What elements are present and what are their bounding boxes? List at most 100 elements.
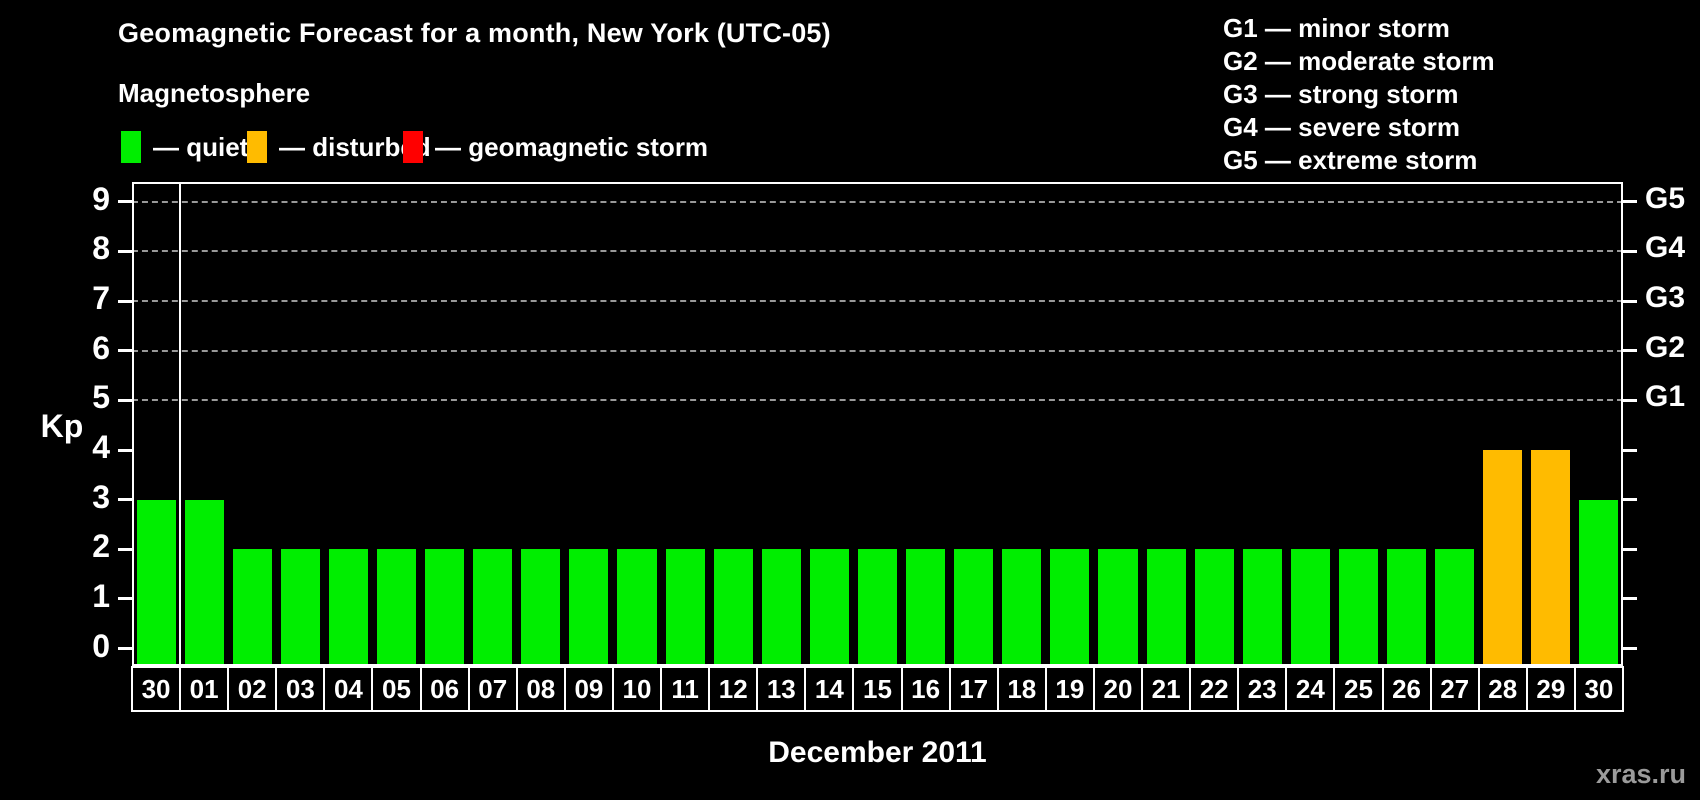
bar-day-08 (521, 549, 561, 666)
y-axis-tick-left (118, 398, 132, 402)
x-tick-label: 27 (1429, 666, 1480, 712)
bar-day-22 (1194, 549, 1234, 666)
y-axis-tick-left (118, 249, 132, 253)
bar-day-25 (1338, 549, 1378, 666)
month-separator-line (179, 182, 182, 666)
bar-day-14 (809, 549, 849, 666)
y-axis-tick-right (1623, 249, 1637, 253)
y-axis-tick-right (1623, 448, 1637, 452)
gridline-kp6 (132, 349, 1623, 352)
y-axis-tick-left (118, 498, 132, 502)
y-tick-label: 1 (92, 577, 110, 614)
x-tick-label: 30 (131, 666, 182, 712)
bar-day-11 (665, 549, 705, 666)
bar-day-20 (1098, 549, 1138, 666)
bar-day-17 (954, 549, 994, 666)
y-tick-label: 6 (92, 329, 110, 366)
bar-day-06 (425, 549, 465, 666)
x-tick-label: 08 (515, 666, 566, 712)
y-axis-tick-left (118, 299, 132, 303)
g-scale-tick-label: G1 (1645, 380, 1686, 414)
x-tick-label: 19 (1044, 666, 1095, 712)
g-scale-legend-line: G3 — strong storm (1223, 79, 1459, 109)
gridline-kp7 (132, 300, 1623, 303)
y-axis-tick-right (1623, 299, 1637, 303)
y-axis-tick-right (1623, 498, 1637, 502)
x-tick-label: 25 (1333, 666, 1384, 712)
x-tick-label: 10 (611, 666, 663, 712)
bar-day-30 (136, 499, 176, 666)
x-tick-label: 13 (756, 666, 807, 712)
x-tick-label: 14 (804, 666, 855, 712)
gridline-kp8 (132, 250, 1623, 253)
bar-day-02 (232, 549, 272, 666)
g-scale-legend-line: G4 — severe storm (1223, 112, 1461, 142)
x-tick-label: 06 (419, 666, 470, 712)
quiet-swatch (121, 131, 141, 163)
x-tick-label: 03 (275, 666, 326, 712)
g-scale-legend-line: G5 — extreme storm (1223, 145, 1478, 175)
legend-item-quiet: — quiet (121, 129, 248, 165)
x-tick-label: 28 (1477, 666, 1528, 712)
y-axis-tick-left (118, 448, 132, 452)
y-axis-tick-left (118, 647, 132, 651)
bar-day-01 (184, 499, 224, 666)
y-tick-label: 0 (92, 627, 110, 664)
y-axis-tick-right (1623, 647, 1637, 651)
x-tick-label: 29 (1525, 666, 1576, 712)
bar-day-16 (906, 549, 946, 666)
g-scale-tick-label: G5 (1645, 181, 1686, 215)
gridline-kp9 (132, 200, 1623, 203)
x-tick-label: 17 (948, 666, 999, 712)
bar-day-03 (280, 549, 320, 666)
bar-day-24 (1290, 549, 1330, 666)
legend-item-label: — quiet (153, 131, 249, 162)
x-axis-title: December 2011 (768, 736, 987, 769)
bar-day-07 (473, 549, 513, 666)
y-axis-tick-right (1623, 398, 1637, 402)
x-tick-label: 26 (1381, 666, 1432, 712)
y-tick-label: 7 (92, 280, 110, 317)
y-axis-title: Kp (40, 408, 84, 444)
y-tick-label: 4 (92, 429, 110, 466)
legend-item-storm: — geomagnetic storm (403, 129, 708, 165)
x-tick-label: 22 (1189, 666, 1240, 712)
x-tick-label: 12 (708, 666, 759, 712)
g-scale-legend-line: G2 — moderate storm (1223, 46, 1495, 76)
y-tick-label: 5 (92, 379, 110, 416)
chart-title: Geomagnetic Forecast for a month, New Yo… (118, 18, 831, 48)
x-tick-label: 23 (1237, 666, 1288, 712)
bar-day-10 (617, 549, 657, 666)
g-scale-tick-label: G4 (1645, 231, 1686, 265)
x-tick-label: 02 (227, 666, 278, 712)
x-tick-label: 21 (1141, 666, 1192, 712)
x-tick-label: 20 (1092, 666, 1144, 712)
bar-day-29 (1531, 450, 1571, 666)
x-tick-label: 05 (371, 666, 422, 712)
legend-heading: Magnetosphere (118, 78, 311, 108)
bar-day-05 (376, 549, 417, 666)
y-tick-label: 8 (92, 230, 110, 267)
watermark: xras.ru (1595, 759, 1686, 789)
y-axis-tick-right (1623, 547, 1637, 551)
bar-day-13 (761, 549, 801, 666)
y-axis-tick-left (118, 349, 132, 353)
g-scale-tick-label: G2 (1645, 330, 1686, 364)
x-tick-label: 24 (1285, 666, 1336, 712)
x-tick-label: 11 (660, 666, 711, 712)
bar-day-15 (857, 549, 898, 666)
disturbed-swatch (247, 131, 267, 163)
bar-day-27 (1435, 549, 1475, 666)
bar-day-28 (1483, 450, 1523, 666)
bar-day-19 (1050, 549, 1090, 666)
bar-day-12 (713, 549, 753, 666)
g-scale-legend-line: G1 — minor storm (1223, 13, 1450, 43)
x-tick-label: 09 (563, 666, 614, 712)
x-tick-label: 30 (1573, 666, 1624, 712)
y-tick-label: 3 (92, 478, 110, 515)
x-tick-label: 01 (179, 666, 230, 712)
bar-day-09 (569, 549, 609, 666)
bar-day-04 (328, 549, 368, 666)
x-tick-label: 15 (852, 666, 903, 712)
